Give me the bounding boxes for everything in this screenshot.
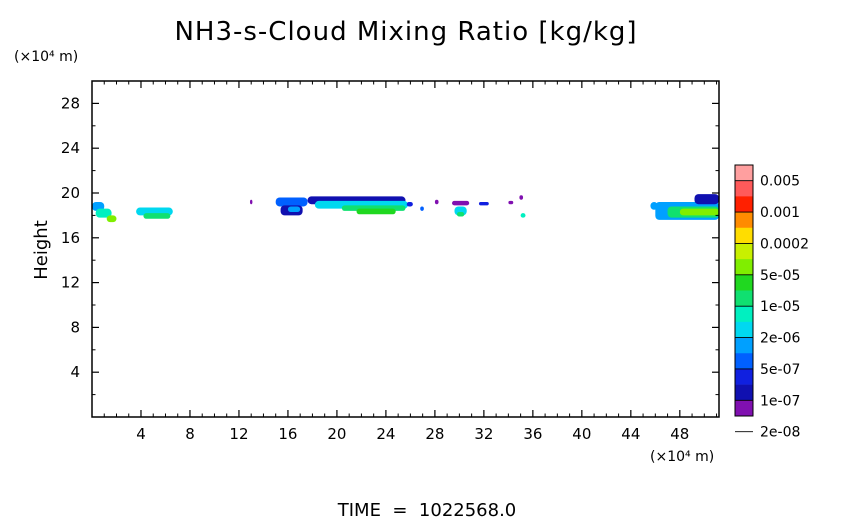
cloud-cell [508, 200, 514, 205]
plot-area [92, 194, 719, 223]
y-tick-label: 20 [61, 184, 80, 202]
legend-label: 1e-05 [760, 299, 800, 315]
legend-swatch [735, 384, 753, 401]
cloud-cell [356, 208, 396, 215]
legend-label: 2e-06 [760, 331, 800, 347]
y-tick-label: 24 [61, 139, 80, 157]
color-legend: 0.005 0.001 0.0002 5e-05 1e-05 2e-06 5e-07 1e-0… [734, 164, 809, 441]
legend-swatch [735, 180, 753, 197]
cloud-cell [694, 194, 719, 205]
cloud-cell [478, 201, 489, 206]
legend-swatch [735, 212, 753, 229]
legend-swatch [735, 400, 753, 417]
cloud-cell [95, 208, 112, 218]
cloud-cell [249, 199, 253, 205]
x-tick-label: 8 [185, 425, 195, 443]
cloud-cell [406, 201, 413, 207]
legend-swatch [735, 368, 753, 385]
legend-label: 0.001 [760, 205, 800, 221]
legend-swatch [735, 306, 753, 323]
x-tick-label: 28 [425, 425, 444, 443]
x-unit-label: (×10⁴ m) [650, 449, 714, 465]
legend-label: 0.005 [760, 174, 800, 190]
y-tick-label: 4 [70, 363, 80, 381]
legend-swatch [735, 227, 753, 244]
cloud-cell [143, 213, 171, 219]
legend-swatch [735, 243, 753, 260]
legend-swatch [735, 274, 753, 291]
legend-label: 2e-08 [760, 425, 800, 441]
x-tick-label: 32 [474, 425, 493, 443]
legend-swatch [735, 196, 753, 213]
legend-label: 5e-07 [760, 362, 800, 378]
x-tick-label: 40 [572, 425, 591, 443]
cloud-cell [434, 199, 439, 205]
chart-title: NH3-s-Cloud Mixing Ratio [kg/kg] [174, 17, 637, 47]
y-tick-label: 8 [70, 318, 80, 336]
x-tick-label: 48 [670, 425, 689, 443]
cloud-cell [106, 215, 117, 223]
x-tick-label: 4 [136, 425, 146, 443]
x-tick-label: 24 [376, 425, 395, 443]
legend-swatch [735, 290, 753, 307]
cloud-cell [275, 197, 308, 207]
legend-label: 0.0002 [760, 236, 809, 252]
x-tick-label: 12 [229, 425, 248, 443]
legend-swatch [735, 259, 753, 276]
cloud-cell [287, 206, 301, 213]
y-unit-label: (×10⁴ m) [14, 49, 78, 65]
time-label: TIME = 1022568.0 [337, 500, 517, 519]
legend-swatch [735, 165, 753, 181]
y-tick-label: 28 [61, 94, 80, 112]
x-tick-label: 36 [523, 425, 542, 443]
y-tick-label: 12 [61, 274, 80, 292]
cloud-cell [519, 195, 524, 200]
cloud-cell [452, 200, 470, 206]
cloud-cell [456, 212, 465, 217]
legend-swatch [735, 353, 753, 370]
cloud-cell [679, 208, 719, 216]
y-tick-label: 16 [61, 229, 80, 247]
x-tick-label: 44 [621, 425, 640, 443]
legend-frame [734, 164, 754, 417]
legend-label: 1e-07 [760, 393, 800, 409]
legend-label: 5e-05 [760, 268, 800, 284]
legend-swatch [735, 337, 753, 354]
cloud-cell [520, 213, 526, 218]
x-tick-label: 20 [327, 425, 346, 443]
plot-frame [91, 80, 720, 418]
x-tick-label: 16 [278, 425, 297, 443]
cloud-cell [420, 206, 424, 211]
legend-swatch [735, 321, 753, 338]
y-axis-label: Height [31, 220, 52, 280]
